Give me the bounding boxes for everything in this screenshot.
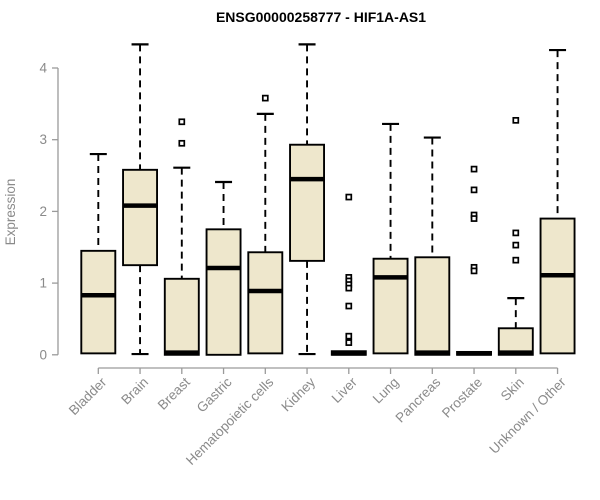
x-category-label: Gastric [194,374,235,415]
box-group-unknown-other [539,48,576,355]
outlier-point [470,267,478,275]
x-category-label: Bladder [66,374,110,418]
outlier-point [345,284,353,292]
outlier-point [512,256,520,264]
y-tick-label: 4 [39,61,47,76]
box-rect [289,143,325,262]
box-rect [414,256,451,356]
x-category-label: Lung [370,375,402,407]
box-group-breast [163,118,200,356]
outlier-point [470,215,478,222]
y-tick-label: 0 [39,347,47,362]
y-tick-label: 3 [39,132,47,147]
box-rect [80,249,117,355]
box-rect [122,168,159,267]
x-category-label: Liver [329,374,361,406]
y-tick-label: 1 [39,276,47,291]
box-rect [372,257,409,355]
box-group-pancreas [414,136,451,356]
box-group-brain [122,43,159,356]
outlier-point [470,165,478,173]
x-category-label: Breast [155,374,193,412]
outlier-point [178,118,186,126]
box-rect [247,251,284,355]
x-category-label: Kidney [278,374,318,414]
box-group-bladder [80,152,117,355]
box-group-liver [330,193,367,356]
outlier-point [512,229,520,237]
box-group-skin [497,116,534,356]
outlier-point [512,241,520,249]
box-rect [539,217,576,355]
x-category-label: Unknown / Other [486,374,569,457]
outlier-point [345,332,353,340]
outlier-point [345,193,353,201]
chart-title: ENSG00000258777 - HIF1A-AS1 [216,9,426,25]
box-group-kidney [289,43,325,356]
outlier-point [470,186,478,194]
outlier-point [345,339,353,346]
box-rect [205,228,242,356]
x-category-label: Pancreas [392,374,443,425]
outlier-point [512,116,520,124]
x-category-label: Skin [498,375,527,404]
outlier-point [178,139,186,147]
box-rect [163,277,200,356]
box-group-prostate [456,165,492,356]
x-category-label: Brain [118,375,151,408]
x-category-label: Prostate [439,375,485,421]
outlier-point [261,94,269,102]
y-axis-label: Expression [3,179,18,246]
outlier-point [345,302,353,310]
y-tick-label: 2 [39,204,47,219]
box-group-lung [372,122,409,355]
box-group-gastric [205,180,242,356]
box-group-hematopoietic-cells [247,94,284,355]
